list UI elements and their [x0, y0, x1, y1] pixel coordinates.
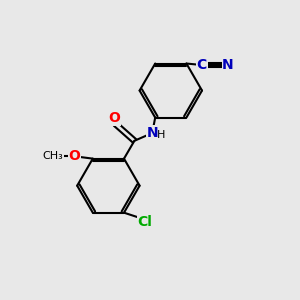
Text: O: O — [109, 111, 120, 125]
Text: C: C — [197, 58, 207, 72]
Text: H: H — [157, 130, 165, 140]
Text: Cl: Cl — [137, 214, 152, 229]
Text: N: N — [146, 126, 158, 140]
Text: N: N — [222, 58, 234, 72]
Text: O: O — [68, 149, 80, 163]
Text: CH₃: CH₃ — [42, 151, 63, 161]
